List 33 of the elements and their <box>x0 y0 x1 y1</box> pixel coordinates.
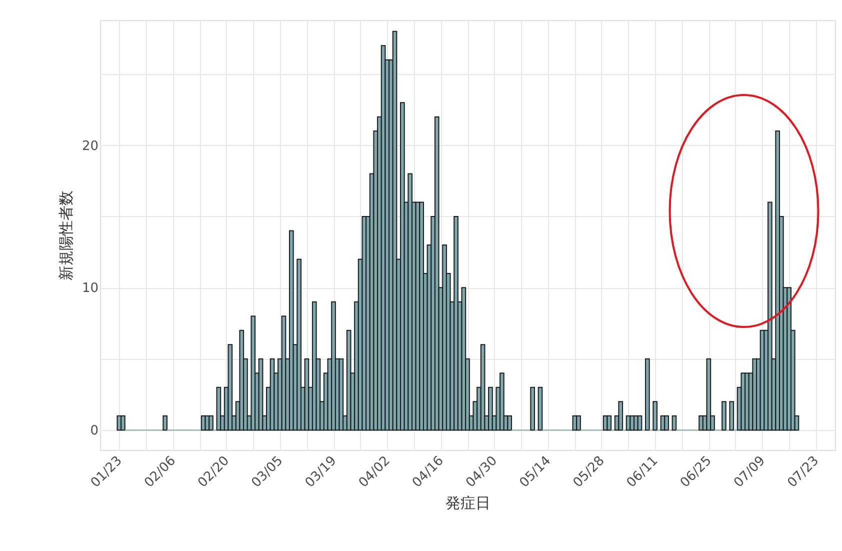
bar <box>454 216 458 431</box>
y-axis-title: 新規陽性者数 <box>56 190 75 280</box>
y-tick-label: 10 <box>82 281 98 296</box>
bar <box>530 386 535 431</box>
bar <box>480 344 486 431</box>
bar <box>576 415 581 431</box>
bar <box>296 258 302 431</box>
bar <box>722 401 726 431</box>
bar <box>637 415 642 431</box>
bar <box>672 415 677 431</box>
bar <box>768 202 772 431</box>
bar <box>312 301 317 431</box>
bar <box>250 316 256 431</box>
x-axis-title: 発症日 <box>446 494 490 512</box>
bar <box>120 415 126 431</box>
bar <box>162 415 168 431</box>
bar <box>507 415 512 431</box>
bar <box>488 386 493 431</box>
bar <box>288 230 294 431</box>
bar <box>434 116 440 431</box>
bar <box>500 372 504 431</box>
bar <box>538 386 543 431</box>
y-tick-label: 20 <box>82 138 98 154</box>
bar <box>652 401 658 431</box>
bar <box>664 415 669 431</box>
bar <box>645 358 650 431</box>
bar <box>228 344 233 431</box>
bar <box>618 401 624 431</box>
bar <box>606 415 612 431</box>
y-tick-label: 0 <box>90 424 98 439</box>
bar <box>331 301 336 431</box>
bar <box>208 415 214 431</box>
bar <box>729 401 734 431</box>
